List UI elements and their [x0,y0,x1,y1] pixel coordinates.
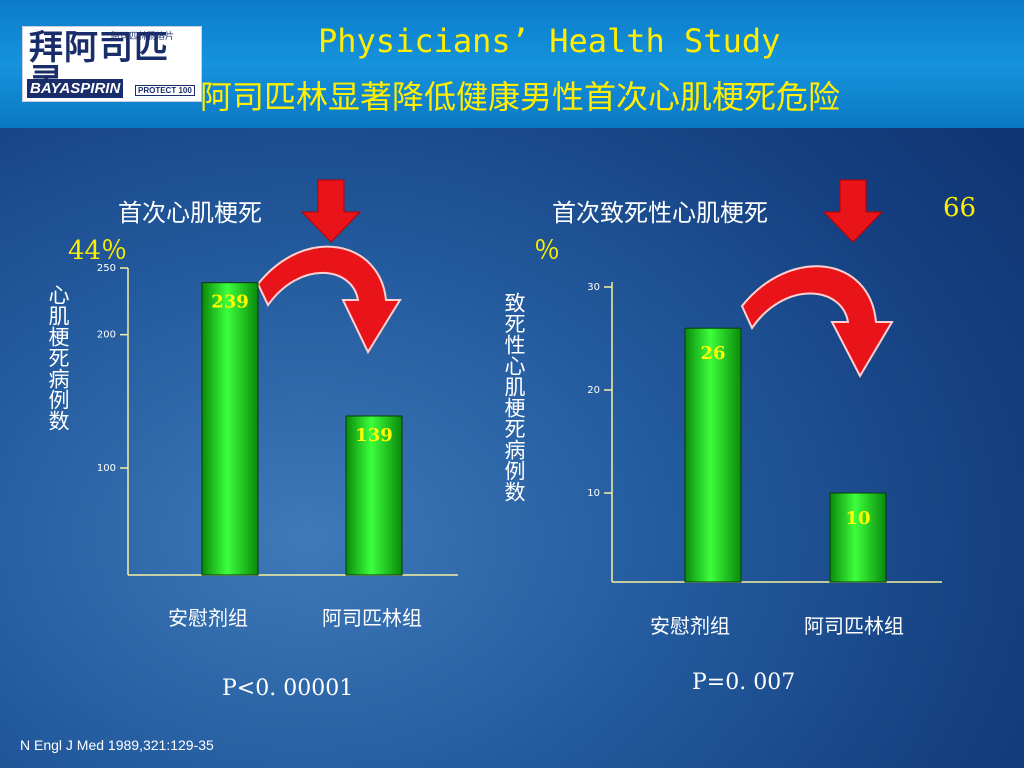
chart2-ylabel: 致死性心肌梗死病例数 [502,292,526,502]
bar-value-label: 10 [845,508,870,529]
bar-value-label: 26 [700,343,725,364]
chart2-cat-aspirin: 阿司匹林组 [804,614,904,638]
down-arrow-icon [822,179,884,243]
chart1-reduction: 44％ [68,236,128,266]
chart1-cat-placebo: 安慰剂组 [168,606,248,630]
chart2-cat-placebo: 安慰剂组 [650,614,730,638]
bar [201,282,259,576]
curved-arrow-icon [740,265,894,379]
logo-small-text: 阿司匹林肠溶片 [111,32,175,42]
chart2-p-value: P=0. 007 [692,670,796,695]
chart1-ylabel: 心肌梗死病例数 [46,284,70,431]
y-tick-label: 200 [97,330,116,341]
title-english: Physicians’ Health Study [318,22,781,60]
y-tick-label: 30 [587,282,600,293]
bar [684,327,742,583]
bar-value-label: 139 [355,425,393,446]
chart2-subtitle: 首次致死性心肌梗死 [552,199,768,227]
down-arrow-icon [300,179,362,243]
y-tick-label: 100 [97,463,116,474]
bayaspirin-logo: 拜阿司匹灵 阿司匹林肠溶片 BAYASPIRIN PROTECT 100 [22,26,202,102]
logo-sub-text: PROTECT 100 [135,85,195,96]
chart-1: 100 200 250 239 139 [97,263,458,576]
bar [829,492,887,583]
chart1-cat-aspirin: 阿司匹林组 [322,606,422,630]
title-chinese: 阿司匹林显著降低健康男性首次心肌梗死危险 [200,78,841,116]
y-tick-label: 250 [97,263,116,274]
chart2-reduction-number: 66 [943,193,977,223]
y-tick-label: 10 [587,488,600,499]
chart2-reduction-percent: ％ [534,236,561,266]
logo-brand-text: BAYASPIRIN [27,79,124,98]
bar [345,415,403,576]
footnote-citation: N Engl J Med 1989,321:129-35 [20,737,214,753]
chart1-subtitle: 首次心肌梗死 [118,199,262,227]
chart1-p-value: P<0. 00001 [222,676,354,701]
curved-arrow-icon [256,245,402,355]
bar-value-label: 239 [211,292,249,313]
chart-2: 10 20 30 26 10 [587,282,942,583]
y-tick-label: 20 [587,385,600,396]
